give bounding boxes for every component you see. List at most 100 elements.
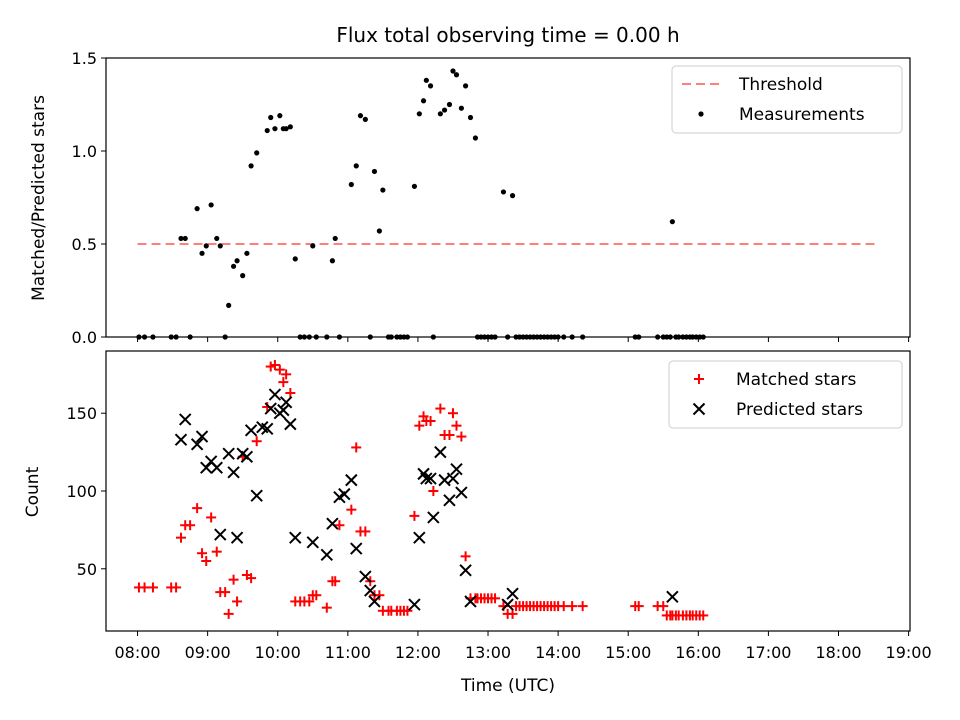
predicted-star-point <box>306 536 319 549</box>
predicted-star-point <box>326 517 339 530</box>
matched-star-point <box>428 486 439 496</box>
measurement-point <box>453 72 460 78</box>
matched-star-point <box>304 596 315 607</box>
measurement-point <box>199 250 205 256</box>
matched-star-point <box>171 582 182 593</box>
count-ytick-label: 50 <box>77 560 97 579</box>
matched-star-point <box>444 430 455 440</box>
predicted-star-point <box>368 595 381 608</box>
predicted-star-point <box>250 489 263 502</box>
measurement-point <box>332 235 338 242</box>
count-xtick-label: 12:00 <box>395 643 441 662</box>
predicted-star-point <box>289 531 302 544</box>
measurement-point <box>240 273 246 279</box>
measurement-point <box>348 181 354 188</box>
predicted-star-point <box>364 584 377 597</box>
legend-predicted-swatch <box>692 402 706 416</box>
predicted-star-point <box>174 433 188 446</box>
measurement-point <box>292 256 298 262</box>
predicted-star-point <box>195 430 209 443</box>
legend-matched-marker <box>694 374 704 384</box>
matched-star-point <box>425 416 436 426</box>
ratio-panel: Flux total observing time = 0.00 h 0.0 0.… <box>29 23 911 347</box>
measurement-point <box>283 126 289 132</box>
measurement-point <box>217 243 223 249</box>
measurement-point <box>264 127 270 134</box>
matched-star-point <box>402 605 413 616</box>
matched-star-point <box>147 582 158 593</box>
measurement-point <box>226 302 232 308</box>
matched-star-point <box>228 574 239 585</box>
predicted-star-point <box>455 486 468 499</box>
measurement-point <box>362 116 368 122</box>
ratio-ytick-label: 1.5 <box>72 49 97 68</box>
predicted-star-point <box>222 447 235 460</box>
matched-star-point <box>274 364 285 375</box>
measurement-point <box>437 111 443 117</box>
measurement-point <box>420 98 427 104</box>
measurement-point <box>450 68 456 74</box>
measurement-point <box>458 105 464 111</box>
predicted-star-point <box>244 424 258 437</box>
count-xtick-label: 19:00 <box>886 643 932 662</box>
measurement-point <box>194 206 200 212</box>
measurement-point <box>446 101 453 108</box>
predicted-star-point <box>190 438 204 451</box>
matched-star-point <box>346 504 357 515</box>
predicted-star-point <box>434 445 447 459</box>
matched-star-point <box>490 593 501 604</box>
measurement-point <box>467 114 474 121</box>
legend-measurements-swatch <box>698 111 704 117</box>
count-xtick-label: 18:00 <box>815 643 861 662</box>
count-xtick-label: 16:00 <box>675 643 721 662</box>
measurement-point <box>254 150 260 156</box>
measurement-point <box>353 163 359 169</box>
count-xtick-label: 08:00 <box>114 643 160 662</box>
matched-star-point <box>192 503 203 514</box>
matched-star-point <box>232 596 243 607</box>
measurement-point <box>423 77 429 83</box>
chart-title: Flux total observing time = 0.00 h <box>336 23 679 47</box>
predicted-star-point <box>443 494 456 507</box>
measurement-point <box>441 107 448 113</box>
matched-star-point <box>285 388 296 398</box>
predicted-star-point <box>261 422 274 435</box>
matched-star-point <box>139 582 150 593</box>
count-panel: 50 100 150 08:00 09:00 10:00 11:00 12:00 13:00 1… <box>23 350 932 696</box>
measurement-point <box>214 235 220 242</box>
legend-predicted-label: Predicted stars <box>736 400 863 420</box>
predicted-star-point <box>284 417 297 431</box>
matched-star-point <box>567 601 578 612</box>
measurement-point <box>277 113 283 119</box>
count-xtick-label: 17:00 <box>745 643 791 662</box>
matched-star-point <box>321 602 332 613</box>
matched-star-point <box>185 520 196 531</box>
ratio-ytick-label: 0.0 <box>72 328 97 347</box>
matched-star-point <box>251 436 262 447</box>
measurement-point <box>248 163 254 169</box>
predicted-star-point <box>214 528 227 541</box>
legend-threshold-label: Threshold <box>738 75 823 95</box>
measurement-point <box>287 124 293 130</box>
count-ytick-label: 150 <box>66 404 97 423</box>
predicted-star-point <box>264 402 277 415</box>
ratio-y-axis-label: Matched/Predicted stars <box>29 95 49 301</box>
matched-star-point <box>456 431 467 442</box>
matched-star-point <box>633 601 644 612</box>
predicted-star-point <box>320 548 334 561</box>
matched-star-point <box>269 360 280 370</box>
matched-star-point <box>311 590 322 601</box>
predicted-star-point <box>350 542 363 555</box>
count-xtick-label: 13:00 <box>465 643 511 662</box>
matched-star-point <box>658 601 669 612</box>
measurement-point <box>462 83 469 89</box>
measurement-point <box>272 126 278 132</box>
legend-predicted-marker <box>692 402 706 416</box>
predicted-star-point <box>279 396 293 409</box>
predicted-star-point <box>501 598 514 611</box>
matched-star-point <box>414 420 425 431</box>
measurement-point <box>203 243 209 249</box>
matched-star-point <box>220 587 231 598</box>
measurement-point <box>509 193 516 199</box>
count-xtick-label: 14:00 <box>535 643 581 662</box>
